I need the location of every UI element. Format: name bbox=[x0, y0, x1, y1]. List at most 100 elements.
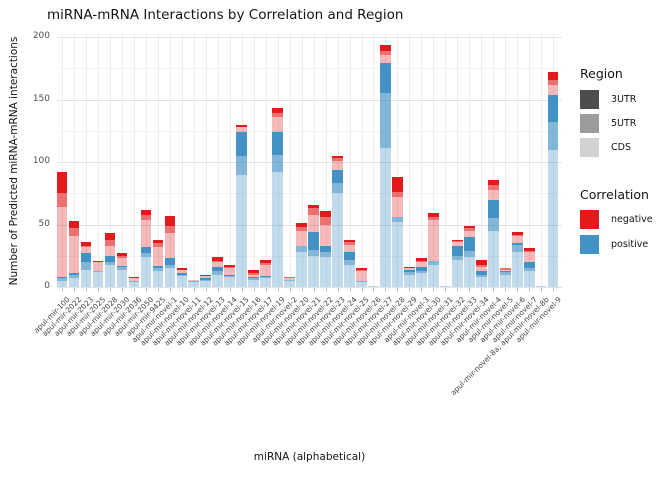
bar-segment bbox=[476, 274, 487, 277]
gridline-vertical bbox=[385, 33, 387, 287]
x-tick-mark bbox=[265, 288, 267, 292]
bar-segment bbox=[452, 259, 463, 287]
bar-segment bbox=[80, 245, 92, 247]
bar-segment bbox=[248, 273, 259, 275]
bar-segment bbox=[104, 245, 116, 256]
legend-region-label: CDS bbox=[611, 142, 631, 153]
bar-segment bbox=[56, 278, 68, 281]
bar-segment bbox=[476, 267, 487, 271]
bar-segment bbox=[224, 267, 235, 269]
bar-segment bbox=[248, 278, 259, 280]
legend-region-swatch bbox=[580, 90, 599, 109]
x-tick-mark bbox=[541, 288, 543, 292]
bar-segment bbox=[80, 242, 92, 246]
bar-segment bbox=[212, 270, 224, 275]
bar-segment bbox=[547, 84, 559, 95]
x-tick-mark bbox=[505, 288, 507, 292]
bar-segment bbox=[296, 230, 307, 246]
bar-segment bbox=[499, 270, 511, 272]
bar-segment bbox=[56, 277, 68, 279]
bar-segment bbox=[152, 247, 164, 266]
gridline-vertical bbox=[445, 33, 447, 287]
x-tick-mark bbox=[481, 288, 483, 292]
gridline-vertical bbox=[169, 33, 171, 287]
bar-segment bbox=[380, 63, 391, 94]
x-tick-mark bbox=[397, 288, 399, 292]
bar-segment bbox=[320, 245, 331, 252]
bar-segment bbox=[284, 277, 295, 279]
bar-segment bbox=[464, 225, 475, 229]
bar-segment bbox=[116, 253, 128, 256]
bar-segment bbox=[332, 155, 343, 159]
x-tick-mark bbox=[433, 288, 435, 292]
bar-segment bbox=[296, 227, 307, 231]
bar-segment bbox=[140, 219, 152, 247]
bar-segment bbox=[260, 277, 271, 279]
bar-segment bbox=[260, 278, 271, 287]
legend-region-item: 3UTR bbox=[580, 90, 672, 109]
x-tick-mark bbox=[361, 288, 363, 292]
bar-segment bbox=[344, 242, 355, 245]
x-tick-mark bbox=[121, 288, 123, 292]
bar-segment bbox=[487, 189, 499, 200]
bar-segment bbox=[260, 263, 271, 265]
x-tick-mark bbox=[169, 288, 171, 292]
bar-segment bbox=[499, 272, 511, 275]
bar-segment bbox=[152, 265, 164, 269]
bar-segment bbox=[320, 224, 331, 246]
x-tick-mark bbox=[62, 288, 63, 292]
bar-segment bbox=[164, 268, 176, 287]
legend-correlation-label: positive bbox=[611, 239, 649, 250]
bar-segment bbox=[188, 282, 200, 287]
x-tick-mark bbox=[385, 288, 387, 292]
bar-segment bbox=[116, 258, 128, 266]
gridline-vertical bbox=[481, 33, 483, 287]
bar-segment bbox=[92, 262, 104, 271]
bar-segment bbox=[320, 257, 331, 287]
bar-segment bbox=[464, 230, 475, 237]
bar-segment bbox=[511, 244, 523, 252]
bar-segment bbox=[200, 280, 212, 287]
bar-segment bbox=[248, 279, 259, 287]
bar-segment bbox=[212, 257, 224, 261]
legend-correlation-swatch bbox=[580, 235, 599, 254]
gridline-major bbox=[57, 162, 562, 163]
x-tick-mark bbox=[445, 288, 447, 292]
legend-region-label: 3UTR bbox=[611, 94, 637, 105]
bar-segment bbox=[56, 172, 68, 194]
gridline-vertical bbox=[121, 33, 123, 287]
bar-segment bbox=[224, 264, 235, 267]
bar-segment bbox=[344, 259, 355, 265]
bar-segment bbox=[92, 270, 104, 272]
bar-segment bbox=[224, 274, 235, 276]
gridline-vertical bbox=[253, 33, 255, 287]
legend-region-label: 5UTR bbox=[611, 118, 637, 129]
gridline-minor bbox=[57, 130, 562, 132]
bar-segment bbox=[547, 122, 559, 150]
bar-segment bbox=[284, 280, 295, 287]
bar-segment bbox=[296, 223, 307, 227]
legend-region-swatch bbox=[580, 138, 599, 157]
bar-segment bbox=[499, 268, 511, 270]
x-tick-mark bbox=[217, 288, 219, 292]
gridline-vertical bbox=[469, 33, 471, 287]
bar-segment bbox=[308, 208, 319, 215]
x-axis-label: miRNA (alphabetical) bbox=[253, 451, 366, 463]
bar-segment bbox=[128, 282, 140, 287]
bar-segment bbox=[332, 160, 343, 170]
x-tick-mark bbox=[205, 288, 207, 292]
y-tick-label: 0 bbox=[44, 281, 50, 291]
bar-segment bbox=[392, 222, 403, 287]
x-tick-mark bbox=[325, 288, 327, 292]
bar-segment bbox=[499, 274, 511, 287]
bar-segment bbox=[200, 274, 212, 276]
bar-segment bbox=[464, 228, 475, 231]
x-tick-mark bbox=[157, 288, 159, 292]
bar-segment bbox=[104, 233, 116, 240]
bar-segment bbox=[404, 272, 415, 275]
bar-segment bbox=[140, 247, 152, 254]
gridline-vertical bbox=[421, 33, 423, 287]
bar-segment bbox=[523, 262, 535, 269]
y-tick-label: 150 bbox=[32, 93, 50, 104]
bar-segment bbox=[487, 184, 499, 190]
